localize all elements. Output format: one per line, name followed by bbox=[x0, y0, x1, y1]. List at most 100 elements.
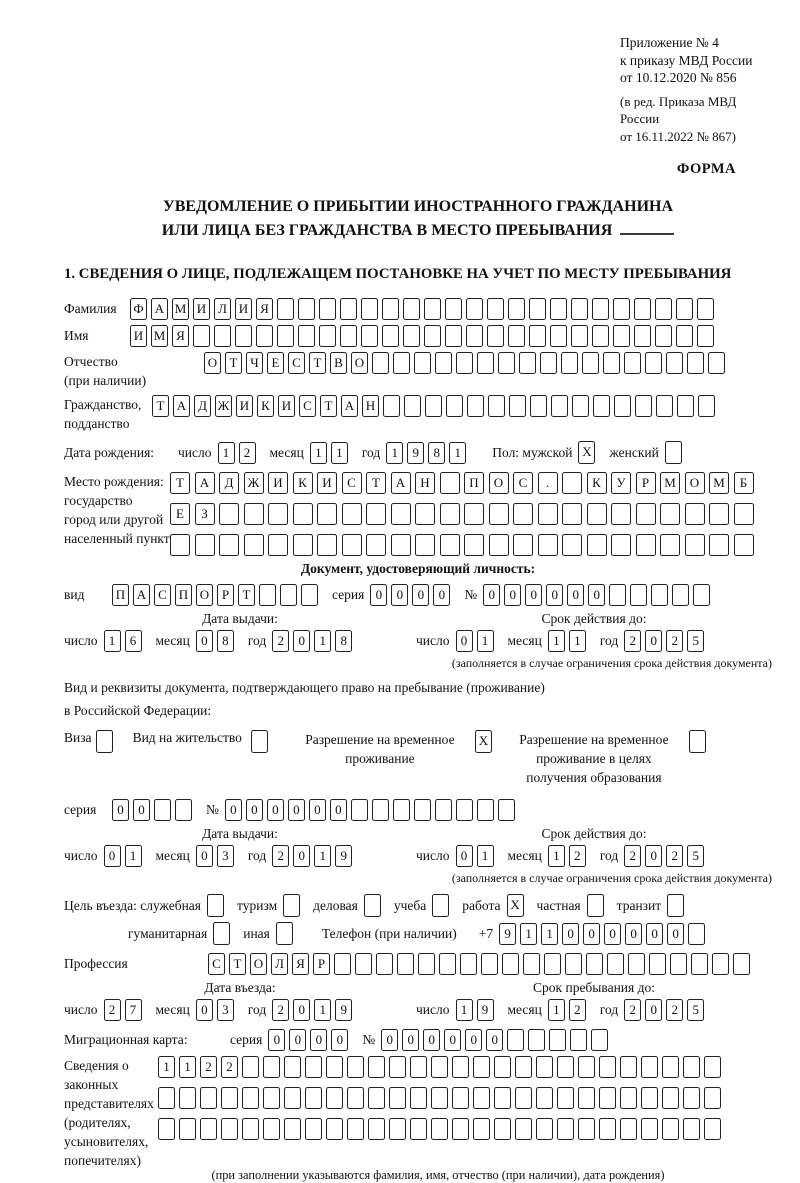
char-cell[interactable]: Д bbox=[194, 395, 211, 417]
char-cell[interactable]: 6 bbox=[124, 630, 142, 652]
char-cell[interactable]: 0 bbox=[310, 1029, 328, 1051]
char-cell[interactable] bbox=[432, 894, 450, 917]
char-cell[interactable] bbox=[645, 352, 662, 374]
char-cell[interactable]: 2 bbox=[624, 999, 642, 1021]
char-cell[interactable] bbox=[284, 1087, 301, 1109]
char-cell[interactable]: 9 bbox=[407, 441, 425, 464]
char-cell[interactable]: 0 bbox=[504, 584, 522, 606]
char-cell[interactable] bbox=[404, 395, 421, 417]
char-cell[interactable] bbox=[672, 584, 690, 606]
char-cell[interactable]: 0 bbox=[546, 584, 564, 606]
char-cell[interactable]: И bbox=[236, 395, 253, 417]
char-cell[interactable] bbox=[634, 298, 651, 320]
char-cell[interactable] bbox=[214, 325, 231, 347]
char-cell[interactable]: 0 bbox=[455, 845, 473, 867]
char-cell[interactable] bbox=[687, 352, 704, 374]
char-cell[interactable] bbox=[452, 1118, 469, 1140]
char-cell[interactable] bbox=[341, 503, 362, 525]
char-cell[interactable] bbox=[397, 953, 414, 975]
char-cell[interactable] bbox=[507, 1029, 525, 1051]
char-cell[interactable]: 1 bbox=[158, 1056, 175, 1078]
char-cell[interactable]: 1 bbox=[476, 630, 494, 652]
char-cell[interactable] bbox=[582, 352, 599, 374]
char-cell[interactable]: В bbox=[330, 352, 347, 374]
char-cell[interactable] bbox=[170, 534, 190, 556]
char-cell[interactable]: О bbox=[196, 584, 213, 606]
char-cell[interactable] bbox=[243, 503, 264, 525]
char-cell[interactable] bbox=[704, 1087, 721, 1109]
char-cell[interactable] bbox=[456, 352, 473, 374]
char-cell[interactable]: 5 bbox=[687, 630, 705, 652]
char-cell[interactable] bbox=[414, 352, 431, 374]
char-cell[interactable]: М bbox=[151, 325, 168, 347]
char-cell[interactable]: Т bbox=[170, 472, 190, 494]
char-cell[interactable] bbox=[301, 584, 318, 606]
char-cell[interactable]: 5 bbox=[687, 845, 705, 867]
char-cell[interactable]: 3 bbox=[216, 845, 234, 867]
char-cell[interactable] bbox=[641, 1087, 658, 1109]
char-cell[interactable] bbox=[268, 534, 288, 556]
char-cell[interactable] bbox=[523, 953, 540, 975]
char-cell[interactable] bbox=[683, 1118, 700, 1140]
char-cell[interactable]: О bbox=[250, 953, 267, 975]
char-cell[interactable] bbox=[620, 1056, 637, 1078]
char-cell[interactable]: М bbox=[709, 472, 729, 494]
char-cell[interactable] bbox=[634, 325, 651, 347]
purpose-humanitarian-checkbox[interactable] bbox=[213, 922, 234, 945]
char-cell[interactable] bbox=[280, 584, 297, 606]
char-cell[interactable] bbox=[684, 503, 705, 525]
char-cell[interactable] bbox=[431, 1118, 448, 1140]
char-cell[interactable]: 1 bbox=[124, 845, 142, 867]
char-cell[interactable]: 0 bbox=[195, 630, 213, 652]
char-cell[interactable]: 1 bbox=[476, 845, 494, 867]
char-cell[interactable] bbox=[488, 503, 509, 525]
char-cell[interactable] bbox=[175, 799, 192, 821]
char-cell[interactable]: 0 bbox=[245, 799, 263, 821]
char-cell[interactable]: 0 bbox=[268, 1029, 286, 1051]
char-cell[interactable]: 0 bbox=[567, 584, 585, 606]
char-cell[interactable]: 1 bbox=[386, 441, 404, 464]
char-cell[interactable] bbox=[376, 953, 393, 975]
char-cell[interactable] bbox=[562, 503, 582, 525]
char-cell[interactable] bbox=[439, 953, 456, 975]
char-cell[interactable]: К bbox=[292, 472, 313, 494]
char-cell[interactable] bbox=[683, 1056, 700, 1078]
char-cell[interactable]: Я bbox=[256, 298, 273, 320]
char-cell[interactable] bbox=[235, 325, 252, 347]
char-cell[interactable]: М bbox=[172, 298, 189, 320]
char-cell[interactable]: Т bbox=[238, 584, 255, 606]
char-cell[interactable] bbox=[393, 352, 410, 374]
char-cell[interactable]: 1 bbox=[217, 441, 235, 464]
char-cell[interactable]: X bbox=[506, 894, 524, 917]
char-cell[interactable]: Д bbox=[219, 472, 239, 494]
char-cell[interactable]: 2 bbox=[272, 630, 290, 652]
char-cell[interactable] bbox=[445, 325, 462, 347]
char-cell[interactable] bbox=[540, 352, 557, 374]
char-cell[interactable]: Н bbox=[362, 395, 379, 417]
char-cell[interactable] bbox=[431, 1087, 448, 1109]
visa-checkbox[interactable] bbox=[95, 730, 117, 753]
char-cell[interactable]: Т bbox=[225, 352, 242, 374]
char-cell[interactable]: 0 bbox=[667, 922, 685, 945]
char-cell[interactable] bbox=[467, 395, 484, 417]
char-cell[interactable]: П bbox=[175, 584, 192, 606]
char-cell[interactable] bbox=[334, 953, 351, 975]
char-cell[interactable] bbox=[403, 325, 420, 347]
char-cell[interactable]: П bbox=[464, 472, 484, 494]
char-cell[interactable]: Н bbox=[415, 472, 435, 494]
char-cell[interactable] bbox=[662, 1056, 679, 1078]
char-cell[interactable]: 0 bbox=[483, 584, 501, 606]
char-cell[interactable] bbox=[536, 1087, 553, 1109]
char-cell[interactable]: Е bbox=[267, 352, 284, 374]
char-cell[interactable] bbox=[200, 1087, 217, 1109]
char-cell[interactable]: А bbox=[390, 472, 411, 494]
char-cell[interactable] bbox=[691, 953, 708, 975]
char-cell[interactable] bbox=[476, 799, 494, 821]
char-cell[interactable] bbox=[670, 953, 687, 975]
char-cell[interactable] bbox=[473, 1056, 490, 1078]
char-cell[interactable] bbox=[341, 534, 362, 556]
char-cell[interactable]: 0 bbox=[289, 1029, 307, 1051]
char-cell[interactable] bbox=[392, 799, 410, 821]
char-cell[interactable] bbox=[635, 534, 656, 556]
char-cell[interactable]: 0 bbox=[266, 799, 284, 821]
